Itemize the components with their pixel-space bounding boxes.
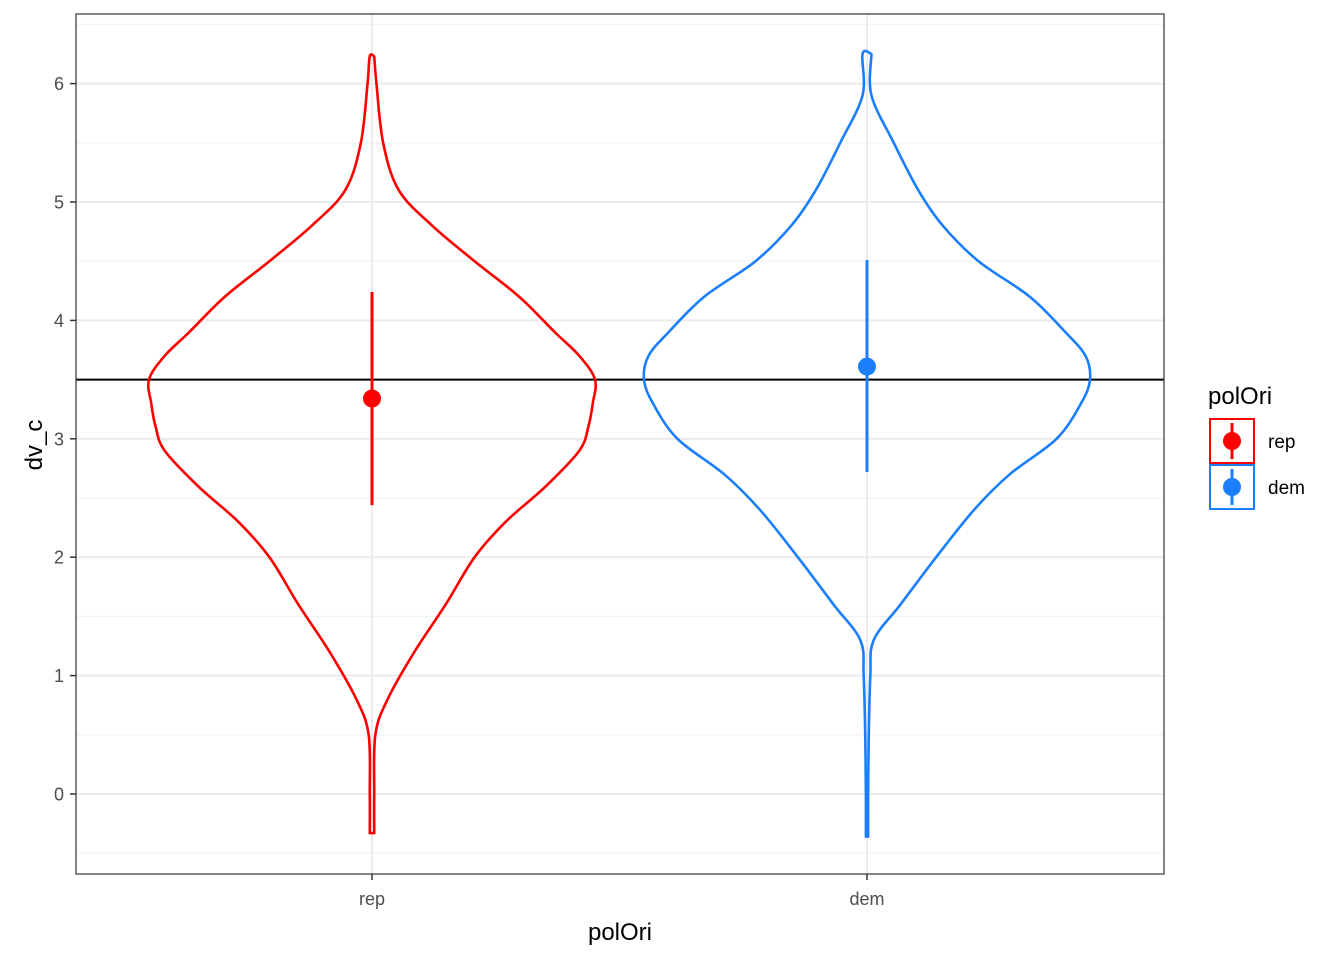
legend-title: polOri bbox=[1208, 383, 1272, 410]
y-tick-label: 6 bbox=[54, 74, 64, 94]
mean-point-rep bbox=[363, 389, 381, 408]
legend-label-rep: rep bbox=[1268, 432, 1295, 453]
violin-rep bbox=[146, 53, 598, 835]
x-tick-label: rep bbox=[359, 889, 385, 909]
plot-panel bbox=[75, 13, 1165, 875]
legend-key-point-rep bbox=[1223, 432, 1241, 450]
y-tick-label: 5 bbox=[54, 193, 64, 213]
panel-background bbox=[76, 14, 1164, 874]
legend-label-dem: dem bbox=[1268, 478, 1305, 499]
x-axis-title: polOri bbox=[588, 919, 652, 946]
y-tick-label: 1 bbox=[54, 666, 64, 686]
y-tick-label: 0 bbox=[54, 785, 64, 805]
y-tick-label: 3 bbox=[54, 429, 64, 449]
legend: polOri rep dem bbox=[1208, 383, 1305, 510]
y-tick-label: 2 bbox=[54, 548, 64, 568]
x-tick-label: dem bbox=[849, 889, 884, 909]
x-axis: rep dem bbox=[359, 874, 885, 909]
panel-border bbox=[75, 13, 1165, 875]
y-tick-label: 4 bbox=[54, 311, 64, 331]
y-axis: 0 1 2 3 4 5 6 bbox=[54, 74, 76, 805]
y-axis-title: dv_c bbox=[21, 420, 48, 471]
violin-dem bbox=[642, 49, 1092, 838]
mean-point-dem bbox=[858, 357, 876, 376]
legend-key-point-dem bbox=[1223, 478, 1241, 496]
